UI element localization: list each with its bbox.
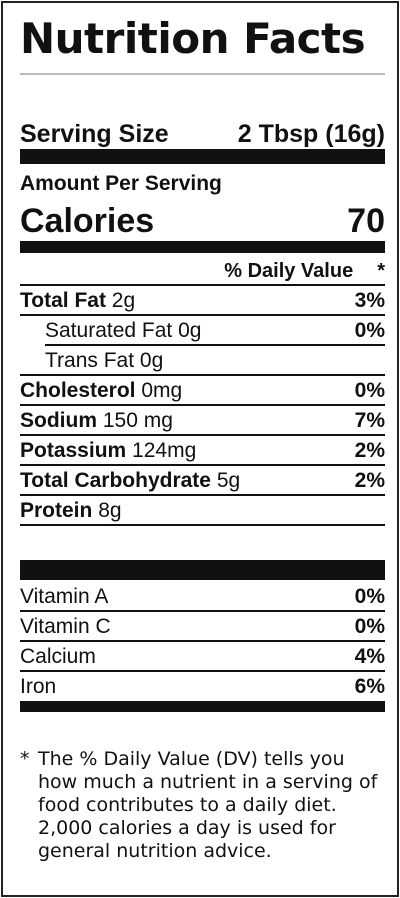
vitamin-row-calcium: Calcium 4%: [20, 643, 385, 669]
nutrient-dv: 7%: [354, 409, 385, 432]
nutrient-amount: 5g: [216, 469, 241, 492]
vitamin-dv: 6%: [354, 675, 385, 698]
nutrient-amount: 0g: [178, 319, 202, 342]
row-divider: [20, 464, 385, 466]
nutrient-row-saturated-fat: Saturated Fat 0g 0%: [20, 317, 385, 343]
footnote-asterisk: *: [20, 748, 30, 770]
amount-per-serving-label: Amount Per Serving: [20, 172, 222, 195]
daily-value-header-star: *: [377, 260, 385, 282]
nutrient-row-trans-fat: Trans Fat 0g: [20, 347, 385, 373]
row-divider: [20, 404, 385, 406]
vitamin-row-vitamin-a: Vitamin A 0%: [20, 583, 385, 609]
calories-label: Calories: [20, 201, 155, 240]
nutrient-dv: 3%: [354, 289, 385, 312]
nutrient-row-cholesterol: Cholesterol 0mg 0%: [20, 377, 385, 403]
nutrient-name: Protein: [20, 499, 93, 522]
footnote-divider: [20, 701, 385, 712]
vitamin-dv: 4%: [354, 645, 385, 668]
nutrient-name: Total Carbohydrate: [20, 469, 211, 492]
serving-size-label: Serving Size: [20, 120, 169, 148]
row-divider: [45, 344, 385, 346]
serving-size-row: Serving Size 2 Tbsp (16g): [20, 117, 385, 149]
calories-row: Calories 70: [20, 200, 385, 242]
vitamin-row-vitamin-c: Vitamin C 0%: [20, 613, 385, 639]
vitamin-dv: 0%: [354, 585, 385, 608]
vitamin-row-iron: Iron 6%: [20, 673, 385, 699]
nutrient-amount: 0mg: [141, 379, 183, 402]
row-divider: [20, 610, 385, 612]
serving-divider: [20, 149, 385, 164]
daily-value-header: % Daily Value *: [20, 255, 385, 283]
nutrient-amount: 0g: [139, 349, 164, 372]
vitamin-dv: 0%: [354, 615, 385, 638]
nutrient-name: Potassium: [20, 439, 127, 462]
row-divider: [20, 524, 385, 526]
serving-size-value: 2 Tbsp (16g): [237, 120, 385, 148]
nutrient-row-total-carbohydrate: Total Carbohydrate 5g 2%: [20, 467, 385, 493]
vitamin-name: Iron: [20, 675, 57, 698]
amount-per-serving-row: Amount Per Serving: [20, 170, 385, 196]
nutrient-name: Saturated Fat: [45, 319, 173, 342]
nutrient-row-potassium: Potassium 124mg 2%: [20, 437, 385, 463]
vitamin-name: Calcium: [20, 645, 96, 668]
vitamin-name: Vitamin C: [20, 615, 111, 638]
nutrient-name: Total Fat: [20, 289, 106, 312]
row-divider: [20, 494, 385, 496]
daily-value-header-label: % Daily Value: [224, 260, 354, 282]
nutrient-dv: 2%: [354, 469, 385, 492]
row-divider: [20, 284, 385, 286]
row-divider: [20, 374, 385, 376]
label-title: Nutrition Facts: [20, 14, 366, 63]
nutrient-dv: 0%: [354, 379, 385, 402]
nutrient-name: Trans Fat: [45, 349, 135, 372]
nutrient-amount: 2g: [111, 289, 136, 312]
nutrient-row-sodium: Sodium 150 mg 7%: [20, 407, 385, 433]
calories-value: 70: [347, 201, 385, 240]
vitamin-name: Vitamin A: [20, 585, 109, 608]
nutrient-amount: 8g: [98, 499, 122, 522]
nutrient-amount: 124mg: [132, 439, 197, 462]
nutrient-row-total-fat: Total Fat 2g 3%: [20, 287, 385, 313]
title-divider: [20, 73, 385, 75]
nutrient-dv: 2%: [354, 439, 385, 462]
nutrient-dv: 0%: [354, 319, 385, 342]
row-divider: [20, 314, 385, 316]
calories-divider: [20, 241, 385, 253]
nutrient-name: Sodium: [20, 409, 97, 432]
nutrient-amount: 150 mg: [102, 409, 173, 432]
nutrient-name: Cholesterol: [20, 379, 136, 402]
vitamins-divider: [20, 560, 385, 580]
row-divider: [20, 434, 385, 436]
nutrient-row-protein: Protein 8g: [20, 497, 385, 523]
row-divider: [20, 640, 385, 642]
footnote: * The % Daily Value (DV) tells you how m…: [20, 748, 385, 863]
footnote-text: The % Daily Value (DV) tells you how muc…: [38, 748, 378, 862]
row-divider: [20, 670, 385, 672]
